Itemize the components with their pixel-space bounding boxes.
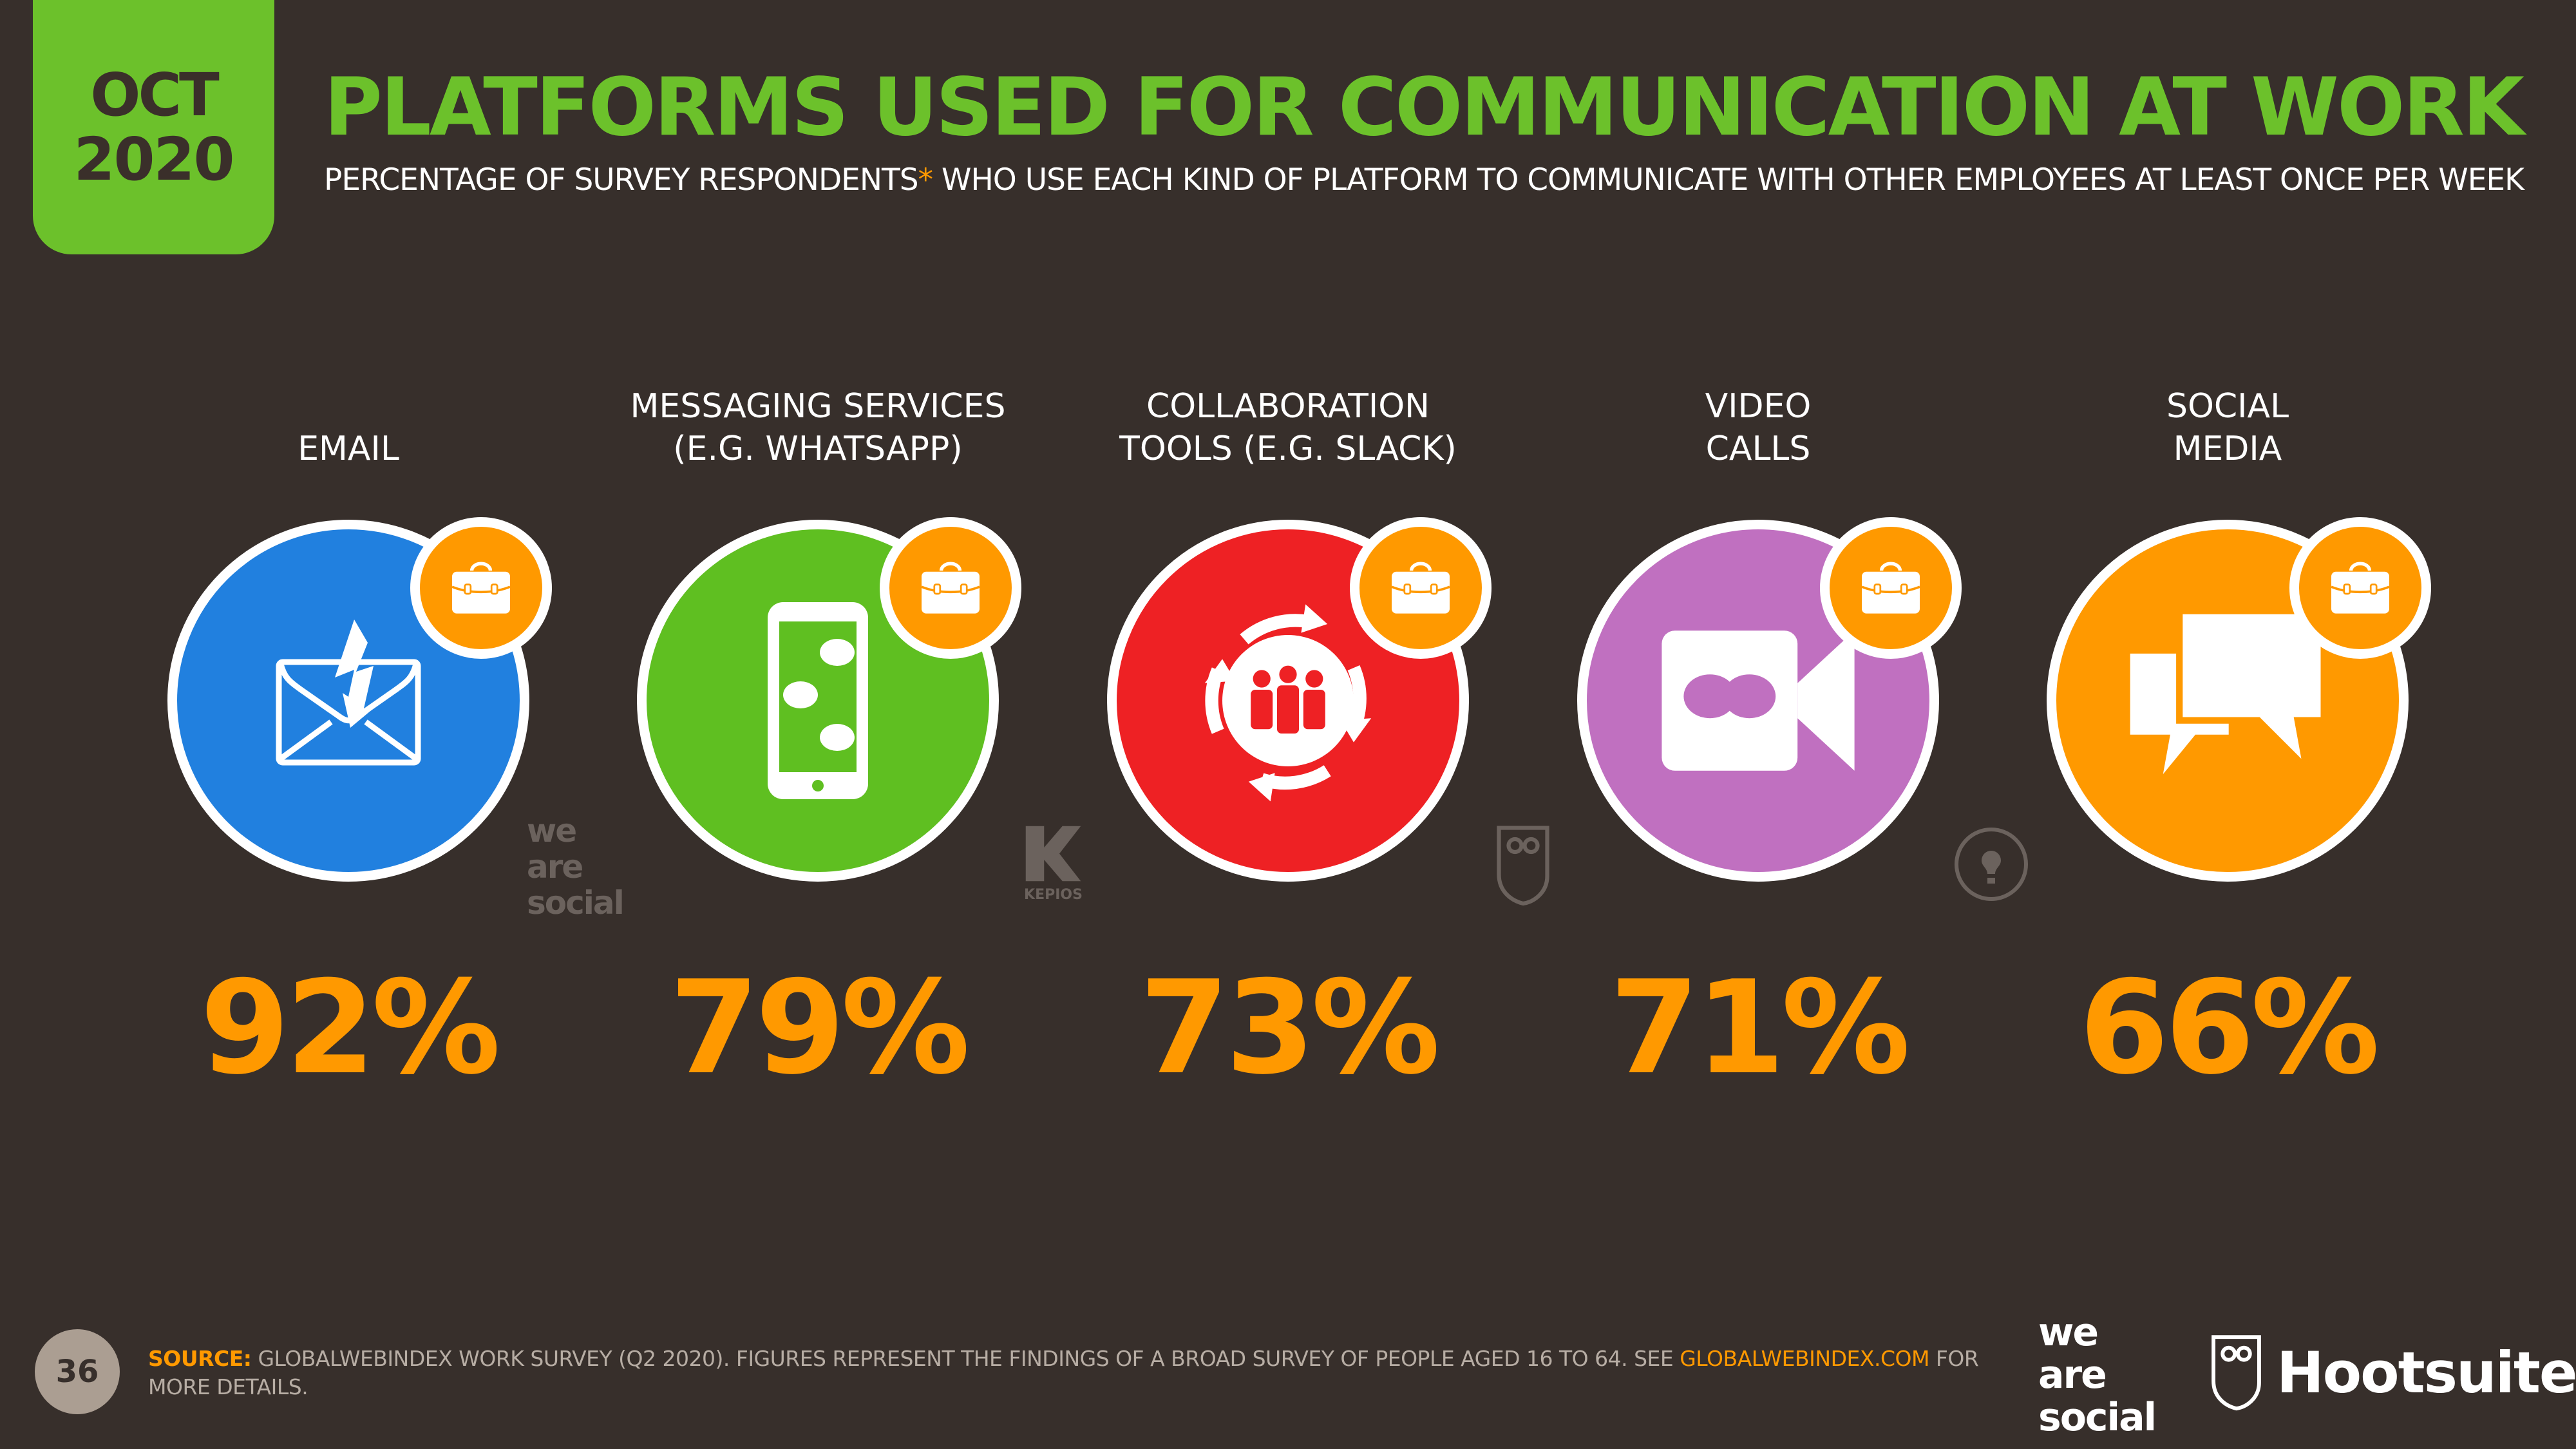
platform-circle-3: [1577, 520, 1939, 882]
smartphone-chat-icon: [721, 594, 914, 807]
label-line1: MESSAGING SERVICES: [630, 387, 1006, 426]
platform-percentage-0: 92%: [200, 953, 501, 1103]
label-line2: MEDIA: [2173, 430, 2282, 468]
work-badge: [880, 517, 1021, 659]
team-cycle-icon: [1179, 591, 1397, 810]
work-badge: [1350, 517, 1492, 659]
speech-bubbles-icon: [2118, 598, 2337, 804]
subtitle-text: PERCENTAGE OF SURVEY RESPONDENTS: [324, 162, 919, 198]
briefcase-icon: [1861, 562, 1920, 614]
subtitle-asterisk: *: [918, 162, 933, 198]
logo-word-we: we: [2038, 1310, 2099, 1355]
source-end: FOR MORE DETAILS.: [148, 1346, 1979, 1399]
work-badge: [1820, 517, 1962, 659]
gwi-bulb-watermark: [1953, 826, 2030, 905]
logo-word-social: social: [2038, 1395, 2157, 1440]
kepios-logo-icon: [1025, 826, 1081, 882]
wearesocial-logo: we are social: [2038, 1310, 2157, 1440]
date-month: OCT: [90, 60, 219, 129]
hootsuite-owl-watermark: [1494, 823, 1552, 909]
page-number: 36: [35, 1329, 120, 1414]
platform-percentage-4: 66%: [2079, 953, 2380, 1103]
owl-icon: [1497, 826, 1549, 906]
wearesocial-watermark: we are social: [527, 812, 625, 922]
page-title: PLATFORMS USED FOR COMMUNICATION AT WORK: [324, 61, 2524, 154]
hootsuite-owl-icon: [2211, 1335, 2261, 1411]
work-badge: [2289, 517, 2431, 659]
kepios-label: KEPIOS: [1024, 887, 1083, 903]
source-link[interactable]: GLOBALWEBINDEX.COM: [1680, 1346, 1929, 1371]
platform-label-4: SOCIAL MEDIA: [2002, 374, 2453, 470]
label-line1: COLLABORATION: [1146, 387, 1430, 426]
video-camera-icon: [1649, 617, 1868, 784]
platform-percentage-3: 71%: [1609, 953, 1911, 1103]
hootsuite-logo: Hootsuite®: [2277, 1340, 2576, 1406]
lightbulb-icon: [1955, 828, 2028, 901]
logo-word-are: are: [2038, 1352, 2107, 1397]
label-line2: EMAIL: [298, 430, 399, 468]
platform-label-1: MESSAGING SERVICES (E.G. WHATSAPP): [592, 374, 1043, 470]
date-badge: OCT 2020: [33, 0, 274, 254]
platform-percentage-2: 73%: [1139, 953, 1441, 1103]
platform-percentage-1: 79%: [669, 953, 971, 1103]
subtitle-text-rest: WHO USE EACH KIND OF PLATFORM TO COMMUNI…: [933, 162, 2524, 198]
label-line2: (E.G. WHATSAPP): [673, 430, 963, 468]
platform-label-0: EMAIL: [123, 374, 574, 470]
kepios-watermark: KEPIOS: [1023, 823, 1084, 903]
date-year: 2020: [73, 124, 234, 194]
page-subtitle: PERCENTAGE OF SURVEY RESPONDENTS* WHO US…: [324, 162, 2524, 198]
briefcase-icon: [921, 562, 980, 614]
platform-label-2: COLLABORATION TOOLS (E.G. SLACK): [1063, 374, 1513, 470]
briefcase-icon: [2331, 562, 2390, 614]
envelope-lightning-icon: [252, 604, 445, 797]
label-line2: TOOLS (E.G. SLACK): [1119, 430, 1457, 468]
source-label: SOURCE:: [148, 1346, 252, 1371]
platform-label-3: VIDEO CALLS: [1533, 374, 1984, 470]
label-line1: SOCIAL: [2166, 387, 2289, 426]
label-line1: VIDEO: [1705, 387, 1812, 426]
hootsuite-wordmark: Hootsuite: [2277, 1340, 2576, 1406]
source-note: SOURCE: GLOBALWEBINDEX WORK SURVEY (Q2 2…: [148, 1345, 1990, 1401]
work-badge: [410, 517, 552, 659]
label-line2: CALLS: [1705, 430, 1811, 468]
briefcase-icon: [1391, 562, 1450, 614]
briefcase-icon: [451, 562, 511, 614]
source-text: GLOBALWEBINDEX WORK SURVEY (Q2 2020). FI…: [251, 1346, 1680, 1371]
